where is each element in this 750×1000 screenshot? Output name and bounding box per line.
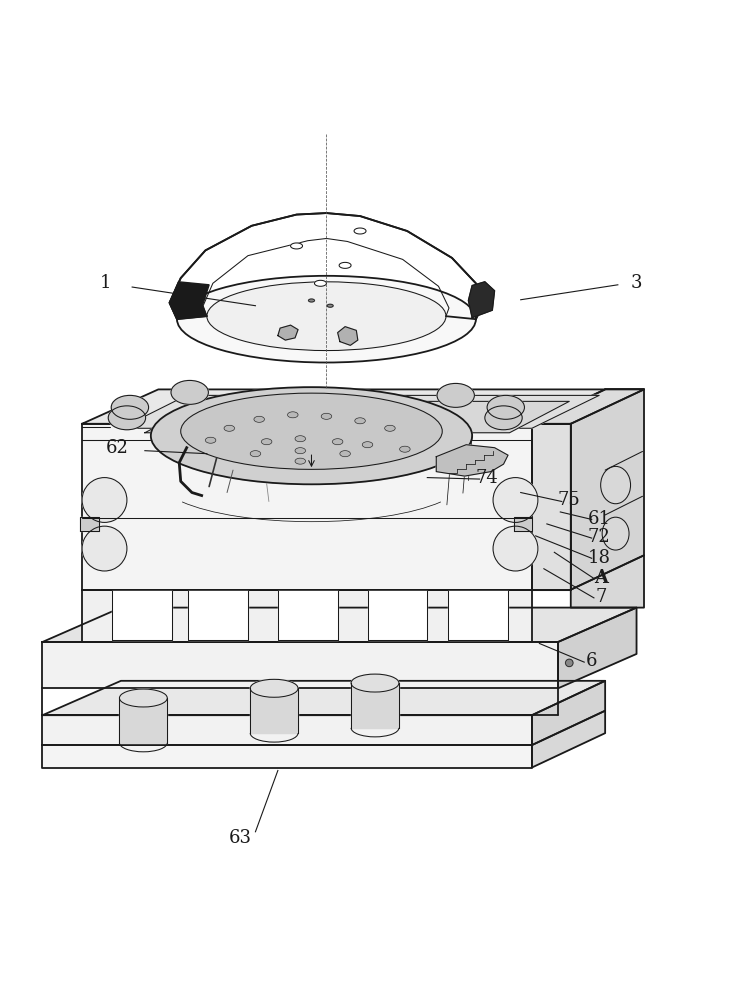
Ellipse shape [321, 413, 332, 419]
Polygon shape [43, 681, 605, 715]
Ellipse shape [400, 446, 410, 452]
Ellipse shape [177, 276, 476, 363]
Ellipse shape [327, 304, 333, 307]
Polygon shape [80, 517, 99, 531]
Polygon shape [532, 424, 571, 590]
Polygon shape [43, 745, 532, 768]
Polygon shape [112, 591, 172, 640]
Ellipse shape [332, 439, 343, 445]
Ellipse shape [602, 517, 629, 550]
Ellipse shape [437, 383, 475, 407]
Text: 75: 75 [558, 491, 580, 509]
Ellipse shape [171, 380, 208, 404]
Text: 18: 18 [588, 549, 610, 567]
Polygon shape [351, 683, 399, 728]
Ellipse shape [566, 659, 573, 667]
Ellipse shape [340, 451, 350, 457]
Ellipse shape [224, 425, 235, 431]
Ellipse shape [351, 674, 399, 692]
Text: 3: 3 [631, 274, 642, 292]
Text: 62: 62 [106, 439, 129, 457]
Polygon shape [532, 389, 644, 424]
Polygon shape [121, 395, 599, 428]
Ellipse shape [119, 689, 167, 707]
Polygon shape [145, 401, 569, 433]
Polygon shape [170, 282, 209, 319]
Polygon shape [368, 591, 428, 640]
Ellipse shape [251, 679, 298, 697]
Polygon shape [571, 389, 644, 590]
Ellipse shape [339, 262, 351, 268]
Polygon shape [532, 681, 605, 745]
Text: 72: 72 [588, 528, 610, 546]
Polygon shape [571, 555, 644, 608]
Polygon shape [82, 389, 605, 424]
Ellipse shape [295, 448, 305, 454]
Ellipse shape [287, 412, 298, 418]
Polygon shape [338, 327, 358, 345]
Ellipse shape [181, 393, 442, 469]
Text: 74: 74 [476, 469, 499, 487]
Polygon shape [188, 591, 248, 640]
Polygon shape [119, 698, 167, 743]
Polygon shape [43, 608, 637, 642]
Polygon shape [436, 445, 508, 476]
Ellipse shape [355, 418, 365, 424]
Polygon shape [514, 517, 532, 531]
Polygon shape [82, 424, 532, 590]
Ellipse shape [206, 437, 216, 443]
Ellipse shape [484, 406, 522, 430]
Ellipse shape [314, 280, 326, 286]
Ellipse shape [354, 228, 366, 234]
Polygon shape [558, 608, 637, 688]
Ellipse shape [251, 451, 261, 457]
Text: 61: 61 [588, 510, 610, 528]
Polygon shape [43, 715, 532, 745]
Ellipse shape [308, 299, 314, 302]
Ellipse shape [295, 436, 305, 442]
Ellipse shape [207, 282, 446, 351]
Polygon shape [170, 213, 483, 319]
Polygon shape [278, 591, 338, 640]
Ellipse shape [111, 395, 148, 419]
Text: A: A [595, 569, 608, 587]
Polygon shape [82, 590, 532, 642]
Text: 63: 63 [229, 829, 252, 847]
Polygon shape [43, 642, 558, 688]
Ellipse shape [362, 442, 373, 448]
Ellipse shape [601, 466, 631, 504]
Ellipse shape [295, 458, 305, 464]
Text: 6: 6 [586, 652, 598, 670]
Ellipse shape [487, 395, 524, 419]
Ellipse shape [385, 425, 395, 431]
Polygon shape [532, 711, 605, 768]
Polygon shape [469, 282, 494, 318]
Polygon shape [278, 325, 298, 340]
Ellipse shape [151, 387, 472, 484]
Ellipse shape [82, 478, 127, 522]
Ellipse shape [493, 478, 538, 522]
Polygon shape [251, 688, 298, 733]
Text: 7: 7 [596, 588, 607, 606]
Ellipse shape [262, 439, 272, 445]
Ellipse shape [493, 526, 538, 571]
Polygon shape [448, 591, 508, 640]
Ellipse shape [290, 243, 302, 249]
Text: 1: 1 [100, 274, 112, 292]
Ellipse shape [82, 526, 127, 571]
Ellipse shape [254, 416, 265, 422]
Ellipse shape [108, 406, 146, 430]
